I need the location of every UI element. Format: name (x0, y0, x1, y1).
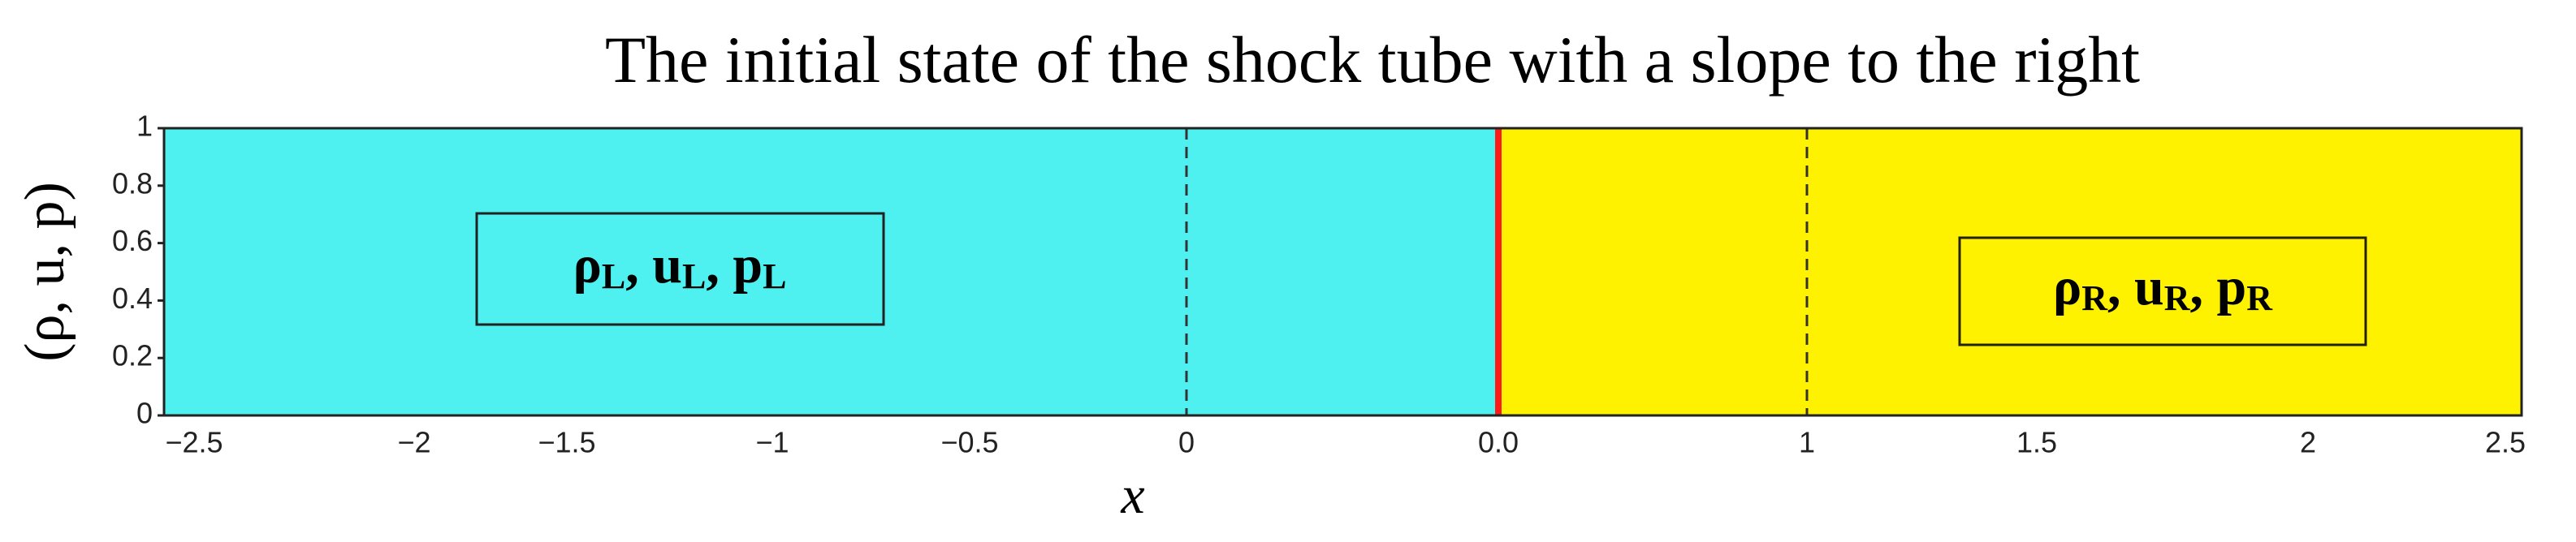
separator: , (625, 235, 652, 295)
plot-frame (162, 127, 2523, 417)
separator: , (706, 235, 733, 295)
separator: , (2190, 257, 2217, 316)
x-tick-label: 1 (1799, 426, 1815, 459)
subscript: L (602, 256, 625, 296)
separator: , (2107, 257, 2134, 316)
x-tick-label: −0.5 (940, 426, 998, 459)
subscript: R (2246, 278, 2273, 318)
right-region (1498, 128, 2522, 415)
subscript: L (682, 256, 706, 296)
title: The initial state of the shock tube with… (605, 23, 2140, 97)
x-tick-label: 0 (1178, 426, 1195, 459)
symbol: ρ (2053, 257, 2081, 316)
x-tick-label: −2.5 (165, 426, 223, 459)
y-axis-label: (ρ, u, p) (14, 182, 76, 362)
x-tick-label: −1.5 (538, 426, 595, 459)
left-state-box (475, 212, 885, 326)
symbol: p (733, 235, 763, 295)
symbol: ρ (573, 235, 602, 295)
symbol: u (2134, 257, 2164, 316)
left-state-label: ρL, uL, pL (573, 235, 787, 296)
y-tick-label: 1 (136, 110, 153, 143)
y-tick-label: 0.4 (112, 282, 153, 315)
x-tick-label: 1.5 (2016, 426, 2057, 459)
left-region (164, 128, 1498, 415)
right-state-box (1958, 236, 2367, 346)
y-tick-label: 0.2 (112, 339, 153, 372)
x-tick-label: −1 (755, 426, 789, 459)
y-tick-label: 0.6 (112, 224, 153, 257)
symbol: p (2217, 257, 2247, 316)
subscript: R (2081, 278, 2108, 318)
y-tick-label: 0.8 (112, 166, 153, 200)
right-state-label: ρR, uR, pR (2053, 257, 2273, 318)
x-tick-label: −2 (397, 426, 430, 459)
symbol: u (652, 235, 682, 295)
subscript: L (763, 256, 786, 296)
y-tick-label: 0 (136, 397, 153, 430)
subscript: R (2164, 278, 2191, 318)
x-tick-label: 2 (2300, 426, 2316, 459)
x-tick-label: 0.0 (1478, 426, 1519, 459)
x-tick-label: 2.5 (2485, 426, 2526, 459)
x-axis-label: x (1120, 466, 1144, 525)
